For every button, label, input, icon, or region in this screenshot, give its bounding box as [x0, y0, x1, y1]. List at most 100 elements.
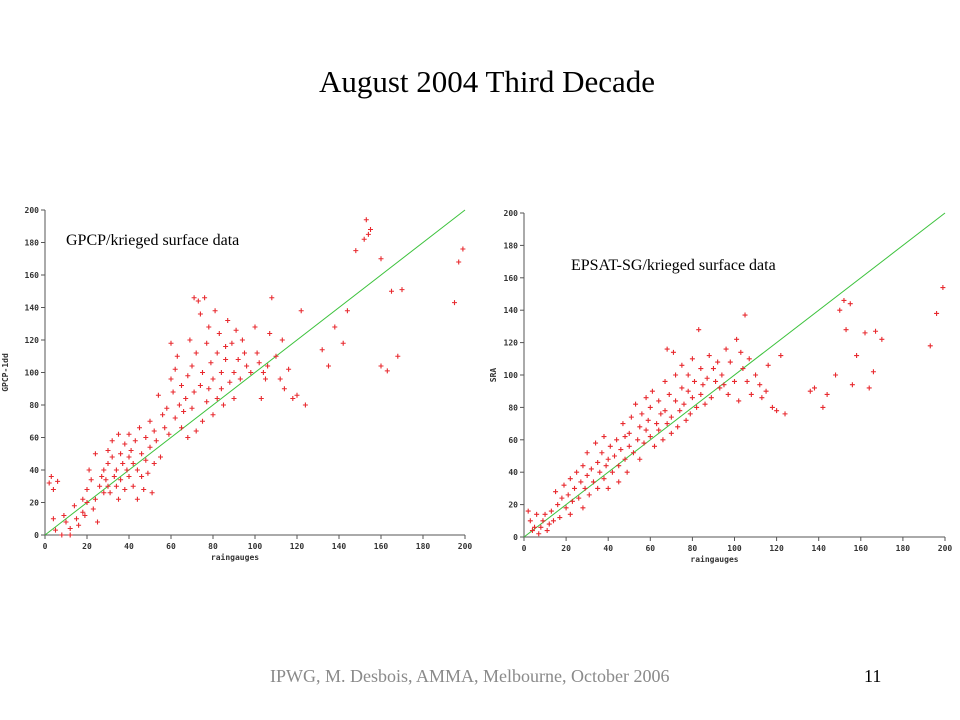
data-point — [698, 366, 704, 372]
x-tick-label: 0 — [522, 544, 527, 553]
y-tick-label: 80 — [508, 403, 518, 412]
data-point — [873, 328, 879, 334]
x-axis-title: raingauges — [690, 554, 738, 564]
data-point — [67, 532, 73, 538]
y-tick-label: 140 — [504, 306, 519, 315]
data-point — [734, 336, 740, 342]
y-tick-label: 60 — [508, 436, 518, 445]
data-point — [626, 443, 632, 449]
data-point — [101, 467, 107, 473]
data-point — [622, 456, 628, 462]
data-point — [595, 459, 601, 465]
y-tick-label: 160 — [25, 271, 40, 280]
data-point — [193, 350, 199, 356]
data-point — [675, 424, 681, 430]
data-point — [569, 498, 575, 504]
data-point — [187, 337, 193, 343]
data-point — [225, 318, 231, 323]
data-point — [456, 259, 462, 265]
data-point — [685, 372, 691, 378]
data-point — [647, 404, 653, 410]
data-point — [122, 487, 128, 492]
data-point — [378, 363, 384, 369]
data-point — [713, 378, 719, 384]
data-point — [105, 461, 111, 466]
data-point — [866, 385, 872, 391]
data-point — [847, 301, 853, 307]
data-point — [139, 474, 145, 479]
data-point — [116, 496, 121, 502]
data-point — [652, 443, 658, 449]
data-point — [595, 485, 601, 491]
data-point — [738, 349, 744, 355]
data-point — [540, 518, 546, 524]
x-tick-label: 60 — [645, 544, 655, 553]
data-point — [662, 408, 668, 414]
data-point — [340, 340, 346, 346]
data-point — [210, 412, 216, 418]
data-point — [74, 516, 79, 522]
data-point — [248, 370, 254, 375]
data-point — [141, 487, 147, 492]
data-point — [706, 353, 712, 359]
data-point — [326, 363, 331, 369]
data-point — [580, 463, 586, 469]
data-point — [654, 421, 660, 427]
data-point — [237, 376, 243, 382]
data-point — [294, 392, 300, 398]
data-point — [168, 340, 174, 346]
data-point — [286, 366, 292, 372]
plot-annotation-gpcp: GPCP/krieged surface data — [66, 232, 240, 249]
x-tick-label: 160 — [374, 542, 389, 551]
x-tick-label: 120 — [290, 542, 305, 551]
data-point — [53, 527, 58, 533]
data-point — [256, 360, 262, 366]
x-tick-label: 200 — [938, 544, 953, 553]
data-point — [197, 311, 203, 317]
data-point — [460, 246, 466, 252]
data-point — [105, 448, 111, 453]
data-point — [101, 490, 107, 496]
data-point — [628, 414, 634, 420]
scatter-plot-gpcp-svg: 0 20 40 60 80 100 120 140 160 180 200 0 20 40 60 80 100 1… — [1, 206, 473, 562]
data-point — [702, 401, 708, 407]
x-tick-label: 140 — [811, 544, 826, 553]
data-point — [605, 456, 611, 462]
data-point — [214, 396, 220, 401]
y-tick-label: 160 — [504, 274, 519, 283]
data-point — [158, 454, 163, 460]
data-point — [118, 477, 124, 483]
data-point — [879, 336, 885, 342]
data-point — [258, 396, 264, 401]
data-point — [143, 457, 149, 463]
data-point — [599, 450, 605, 456]
x-tick-label: 80 — [688, 544, 698, 553]
data-point — [666, 391, 672, 397]
data-point — [643, 395, 649, 401]
data-point — [120, 461, 126, 466]
data-point — [242, 350, 247, 356]
data-point — [344, 308, 350, 314]
y-tick-label: 200 — [25, 206, 40, 215]
data-point — [753, 372, 759, 378]
data-point — [700, 382, 706, 388]
data-point — [67, 526, 73, 531]
data-point — [231, 396, 237, 401]
y-tick-label: 200 — [504, 209, 519, 218]
x-tick-label: 100 — [248, 542, 263, 551]
data-point — [637, 456, 643, 462]
data-point — [723, 346, 729, 352]
data-point — [624, 469, 630, 475]
x-tick-label: 160 — [854, 544, 869, 553]
data-point — [48, 474, 54, 479]
data-point — [361, 236, 367, 242]
data-point — [538, 524, 544, 530]
x-tick-label: 200 — [458, 542, 473, 551]
data-point — [843, 327, 849, 333]
data-point — [612, 453, 618, 459]
data-point — [126, 454, 132, 460]
data-point — [168, 376, 174, 382]
data-point — [223, 344, 229, 349]
data-point — [529, 528, 535, 534]
data-point — [622, 434, 628, 440]
